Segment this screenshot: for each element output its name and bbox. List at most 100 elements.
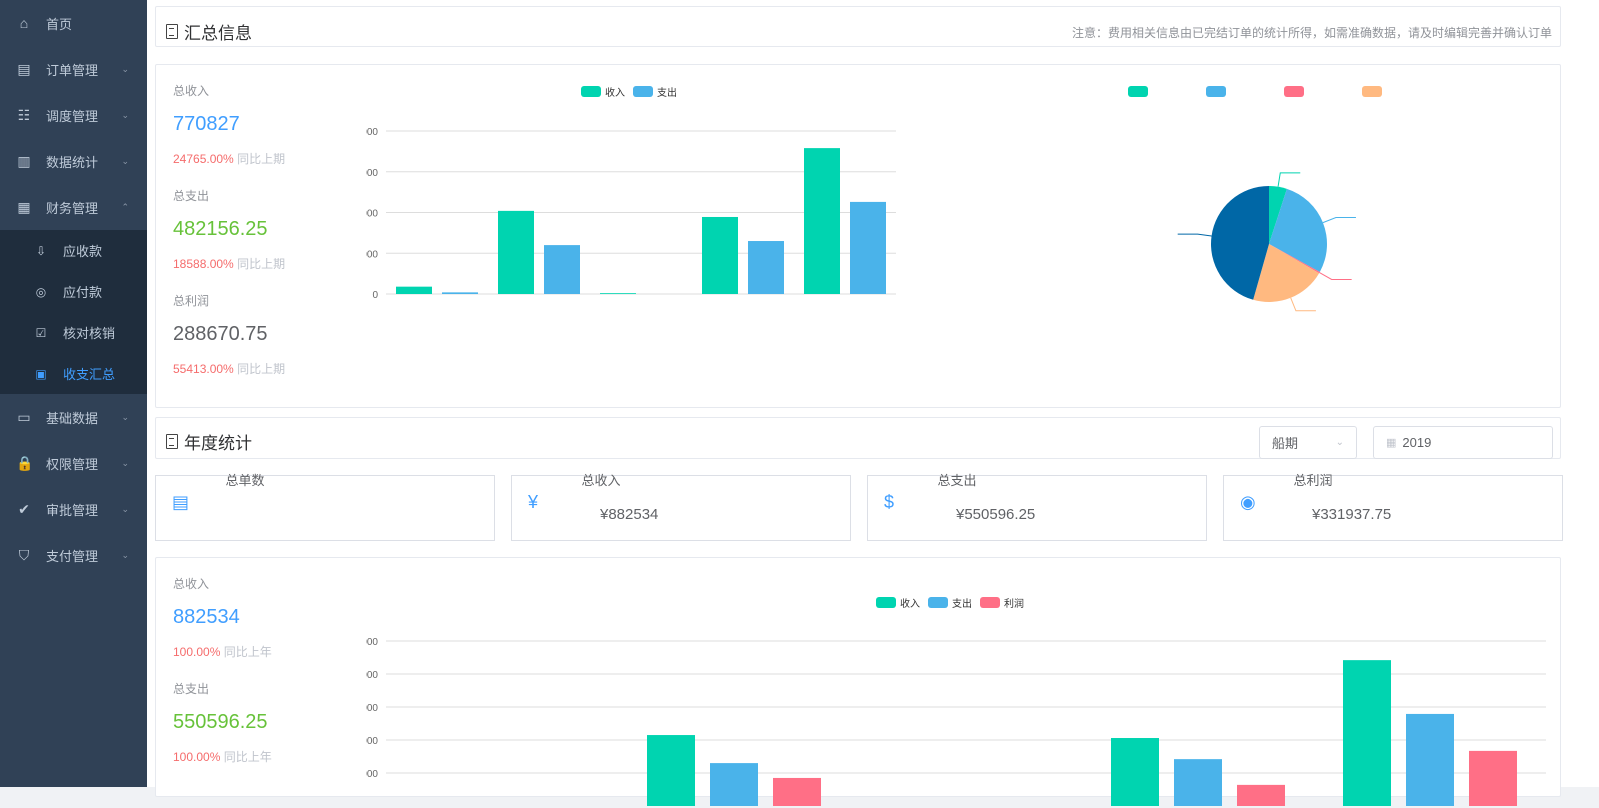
eye-icon: ◎ bbox=[35, 284, 47, 299]
y-tick-label: 400,000 bbox=[366, 127, 378, 138]
dollar-icon: $ bbox=[884, 492, 895, 512]
sidebar-item-sidebar-sub-1[interactable]: ◎ 应付款 bbox=[0, 271, 147, 312]
y-tick-label: 300,000 bbox=[366, 168, 378, 179]
yuan-icon: ¥ bbox=[528, 492, 539, 512]
pie-label-line bbox=[1319, 272, 1352, 280]
stat-percent: 100.00% bbox=[173, 750, 221, 764]
coins-icon: ◉ bbox=[1240, 492, 1256, 512]
chevron-icon: ⌄ bbox=[121, 411, 129, 422]
notice-text: 注意：费用相关信息由已完结订单的统计所得，如需准确数据，请及时编辑完善并确认订单 bbox=[1071, 26, 1552, 40]
period-type-select[interactable]: 船期 ⌄ bbox=[1259, 426, 1357, 459]
pie-slice bbox=[1269, 186, 1287, 244]
approval-icon: ✔ bbox=[18, 500, 30, 517]
legend-label: 利润 bbox=[1004, 597, 1024, 610]
summary-header: 汇总信息 注意：费用相关信息由已完结订单的统计所得，如需准确数据，请及时编辑完善… bbox=[155, 6, 1561, 47]
legend-swatch bbox=[928, 597, 948, 608]
pie-slice bbox=[1253, 244, 1320, 302]
y-tick-label: 300,000 bbox=[366, 703, 378, 714]
finance-submenu: ⇩ 应收款 ◎ 应付款 ☑ 核对核销 ▣ 收支汇总 bbox=[0, 230, 147, 394]
stat-label: 总支出 bbox=[173, 189, 210, 203]
chevron-icon: ⌄ bbox=[121, 457, 129, 468]
bar-收入 bbox=[647, 735, 695, 806]
stat-value: 288670.75 bbox=[173, 323, 268, 345]
legend-label: 收入 bbox=[900, 597, 920, 610]
summary-bar-chart: 0 100,000 200,000 300,000 400,000 收入 支出 bbox=[366, 86, 896, 301]
stat-compare-label: 同比上期 bbox=[237, 257, 286, 271]
sidebar-item-sidebar-items-1[interactable]: ▤ 订单管理 ⌄ bbox=[0, 46, 147, 92]
sidebar-item-sidebar-items-0[interactable]: ⌂ 首页 bbox=[0, 0, 147, 46]
annual-bar-chart: 100,000 200,000 300,000 400,000 500,000 收入 支出 利… bbox=[366, 597, 1546, 806]
select-value: 船期 bbox=[1272, 436, 1299, 451]
stat-value: 770827 bbox=[173, 113, 240, 135]
pie-slice bbox=[1269, 244, 1320, 274]
pie-label-line bbox=[1277, 172, 1301, 187]
annual-card: 总收入 ¥ ¥882534 bbox=[511, 473, 851, 541]
stat-label: 总收入 bbox=[173, 84, 210, 98]
card-label: 总收入 bbox=[581, 473, 621, 488]
sidebar-item-label: 基础数据 bbox=[46, 410, 99, 426]
stat-label: 总支出 bbox=[173, 682, 210, 696]
sidebar-item-sidebar-items-3[interactable]: ▥ 数据统计 ⌄ bbox=[0, 138, 147, 184]
chevron-icon: ⌄ bbox=[121, 503, 129, 514]
year-picker[interactable]: ▦ 2019 bbox=[1373, 426, 1553, 459]
stat-block: 总收入 882534 100.00% 同比上年 bbox=[173, 575, 272, 660]
annual-card: 总利润 ◉ ¥331937.75 bbox=[1223, 473, 1563, 541]
monitor-icon: ▭ bbox=[17, 408, 31, 425]
bar-支出 bbox=[850, 201, 886, 294]
y-tick-label: 0 bbox=[372, 290, 378, 301]
annual-header: 年度统计 船期 ⌄ ▦ 2019 bbox=[155, 417, 1561, 459]
y-tick-label: 200,000 bbox=[366, 209, 378, 220]
document-icon bbox=[166, 24, 178, 39]
bar-支出 bbox=[1406, 713, 1454, 806]
bar-利润 bbox=[1237, 784, 1285, 806]
chevron-down-icon: ⌄ bbox=[1335, 437, 1344, 448]
sidebar-item-sidebar-items2-1[interactable]: 🔒 权限管理 ⌄ bbox=[0, 440, 147, 486]
pie-label-line bbox=[1290, 297, 1316, 312]
legend-label: 支出 bbox=[657, 86, 677, 99]
sidebar-item-label: 应收款 bbox=[63, 244, 103, 259]
payment-icon: ⛉ bbox=[18, 546, 30, 563]
bar-支出 bbox=[442, 292, 478, 294]
dispatch-icon: ☷ bbox=[17, 106, 31, 123]
stat-value: 482156.25 bbox=[173, 218, 268, 240]
download-icon: ⇩ bbox=[35, 243, 47, 258]
sidebar-item-sidebar-items2-3[interactable]: ⛉ 支付管理 ⌄ bbox=[0, 532, 147, 578]
bar-收入 bbox=[1343, 660, 1391, 806]
card-value: ¥550596.25 bbox=[956, 506, 1036, 523]
finance-icon: ▦ bbox=[17, 198, 31, 215]
stat-block: 总利润 288670.75 55413.00% 同比上期 bbox=[173, 292, 285, 377]
card-value: ¥882534 bbox=[600, 506, 659, 523]
legend-label: 支出 bbox=[952, 597, 972, 610]
sidebar-item-sidebar-items2-0[interactable]: ▭ 基础数据 ⌄ bbox=[0, 394, 147, 440]
bar-支出 bbox=[1174, 759, 1222, 806]
sidebar-item-sidebar-items-2[interactable]: ☷ 调度管理 ⌄ bbox=[0, 92, 147, 138]
sidebar-item-sidebar-items-4[interactable]: ▦ 财务管理 ⌃ bbox=[0, 184, 147, 230]
chevron-icon: ⌄ bbox=[121, 549, 129, 560]
sidebar-item-sidebar-items2-2[interactable]: ✔ 审批管理 ⌄ bbox=[0, 486, 147, 532]
stat-block: 总支出 550596.25 100.00% 同比上年 bbox=[173, 680, 272, 765]
clipboard-icon: ▤ bbox=[17, 60, 31, 77]
stat-percent: 100.00% bbox=[173, 645, 221, 659]
page-title: 汇总信息 bbox=[184, 24, 252, 43]
bar-chart-icon: ▥ bbox=[17, 152, 31, 169]
sidebar: ⌂ 首页 ▤ 订单管理 ⌄ ☷ 调度管理 ⌄ ▥ 数据统计 ⌄ ▦ 财务管理 ⌃ ⇩ 应收款 ◎ 应付款 ☑ 核对核销… bbox=[0, 0, 147, 787]
stat-value: 882534 bbox=[173, 606, 240, 628]
legend-swatch bbox=[1206, 86, 1226, 97]
sidebar-item-sidebar-sub-3[interactable]: ▣ 收支汇总 bbox=[0, 353, 147, 394]
card-label: 总利润 bbox=[1293, 473, 1333, 488]
chevron-icon: ⌄ bbox=[121, 63, 129, 74]
main-content: 汇总信息 注意：费用相关信息由已完结订单的统计所得，如需准确数据，请及时编辑完善… bbox=[147, 0, 1599, 806]
legend-swatch bbox=[1284, 86, 1304, 97]
sidebar-item-label: 收支汇总 bbox=[63, 367, 116, 382]
sidebar-item-sidebar-sub-2[interactable]: ☑ 核对核销 bbox=[0, 312, 147, 353]
y-tick-label: 200,000 bbox=[366, 736, 378, 747]
clipboard-icon: ▤ bbox=[172, 492, 190, 512]
stat-percent: 24765.00% bbox=[173, 152, 234, 166]
calendar-icon: ▦ bbox=[1386, 437, 1397, 449]
card-label: 总支出 bbox=[937, 473, 977, 488]
sidebar-item-label: 调度管理 bbox=[46, 108, 99, 124]
sidebar-item-sidebar-sub-0[interactable]: ⇩ 应收款 bbox=[0, 230, 147, 271]
sidebar-item-label: 应付款 bbox=[63, 285, 103, 300]
stat-label: 总利润 bbox=[173, 294, 210, 308]
chevron-icon: ⌄ bbox=[121, 155, 129, 166]
